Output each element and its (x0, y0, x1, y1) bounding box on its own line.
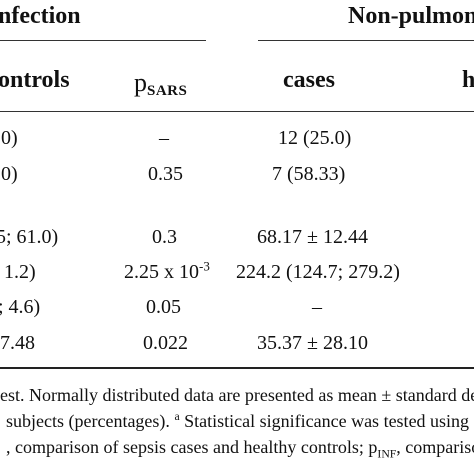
p-sars-main: p (134, 68, 147, 97)
footnote-line-1: est. Normally distributed data are prese… (0, 385, 474, 405)
footnote-text: , compariso (396, 437, 474, 457)
cell-p-sars: – (159, 127, 169, 149)
column-header-cut-off: h (462, 67, 474, 93)
p-sars-base: 2.25 x 10 (124, 261, 199, 283)
cell-controls: ; 4.6) (0, 296, 41, 318)
group-header-non-pulmonary: Non-pulmon (348, 3, 474, 29)
cell-p-sars: 2.25 x 10-3 (124, 259, 210, 283)
cell-p-sars: 0.022 (143, 332, 188, 354)
footnote-marker: a (174, 410, 180, 423)
cell-p-sars: 0.35 (148, 163, 183, 185)
footnote-text: subjects (percentages). (6, 411, 170, 431)
cell-cases: – (312, 296, 322, 318)
cell-cases: 224.2 (124.7; 279.2) (236, 261, 400, 283)
cell-controls: .0) (0, 163, 18, 185)
cell-p-sars: 0.3 (152, 226, 177, 248)
cell-controls: 7.48 (0, 332, 35, 354)
cell-controls: 1.2) (4, 261, 36, 283)
column-header-p-sars: pSARS (134, 68, 188, 99)
cell-cases: 7 (58.33) (272, 163, 346, 185)
group-rule-right (258, 40, 474, 41)
column-header-controls: ontrols (0, 67, 70, 93)
footnote-line-2: subjects (percentages). a Statistical si… (6, 410, 474, 431)
footnote-text: Statistical significance was tested usin… (184, 411, 474, 431)
group-rule-left (0, 40, 206, 41)
cell-cases: 12 (25.0) (278, 127, 352, 149)
column-header-rule (0, 111, 474, 112)
cell-cases: 35.37 ± 28.10 (257, 332, 368, 354)
cell-controls: 5; 61.0) (0, 226, 59, 248)
p-sars-subscript: SARS (147, 83, 188, 99)
table-bottom-rule (0, 367, 474, 369)
cell-cases: 68.17 ± 12.44 (257, 226, 368, 248)
cell-controls: .0) (0, 127, 18, 149)
column-header-cases: cases (283, 67, 335, 93)
footnote-text: , comparison of sepsis cases and healthy… (6, 437, 378, 457)
p-sars-exponent: -3 (199, 258, 210, 274)
footnote-line-3: , comparison of sepsis cases and healthy… (6, 437, 474, 460)
cell-p-sars: 0.05 (146, 296, 181, 318)
group-header-infection: nfection (0, 3, 81, 29)
footnote-subscript: INF (377, 447, 397, 461)
